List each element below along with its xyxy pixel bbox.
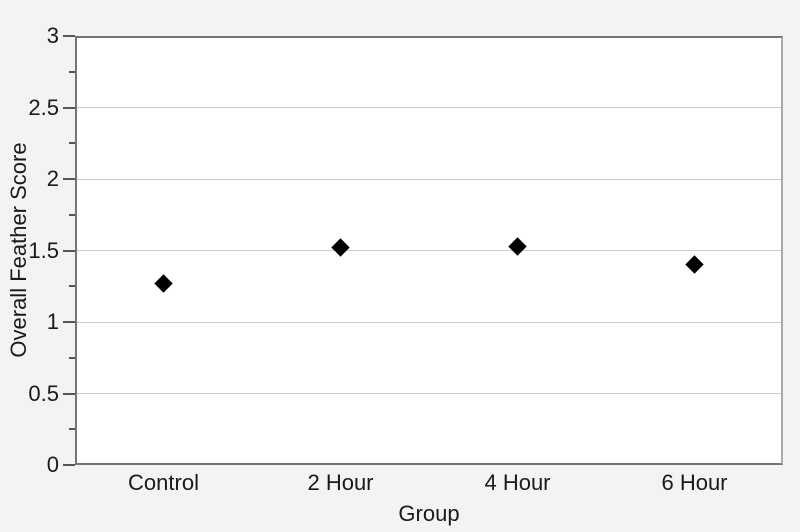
x-category-label: 4 Hour	[484, 470, 551, 495]
y-major-tick	[63, 106, 75, 109]
x-category-label: Control	[128, 470, 199, 495]
y-minor-tick	[69, 428, 75, 431]
y-major-tick	[63, 178, 75, 180]
y-major-tick	[63, 392, 75, 395]
y-minor-tick	[69, 142, 75, 145]
y-major-tick	[63, 321, 75, 323]
x-category-label: 6 Hour	[661, 470, 728, 495]
y-tick-label: 2	[46, 166, 59, 191]
y-gridline	[77, 321, 781, 323]
y-axis-title: Overall Feather Score	[6, 142, 31, 358]
y-major-tick	[63, 249, 75, 252]
y-tick-label: 0	[46, 452, 59, 477]
x-axis-title: Group	[398, 501, 460, 526]
y-tick-label: 2.5	[28, 94, 59, 120]
y-major-tick	[63, 464, 75, 466]
y-tick-label: 1.5	[28, 237, 59, 263]
y-gridline	[77, 393, 781, 394]
y-minor-tick	[69, 213, 75, 216]
y-gridline	[77, 178, 781, 180]
y-tick-label: 0.5	[28, 380, 59, 406]
x-category-label: 2 Hour	[307, 470, 374, 495]
y-tick-label: 1	[46, 309, 59, 334]
y-minor-tick	[69, 285, 75, 288]
y-tick-label: 3	[46, 23, 59, 48]
y-minor-tick	[69, 356, 75, 359]
y-gridline	[77, 250, 781, 251]
y-gridline	[77, 107, 781, 108]
y-major-tick	[63, 35, 75, 37]
y-minor-tick	[69, 70, 75, 73]
